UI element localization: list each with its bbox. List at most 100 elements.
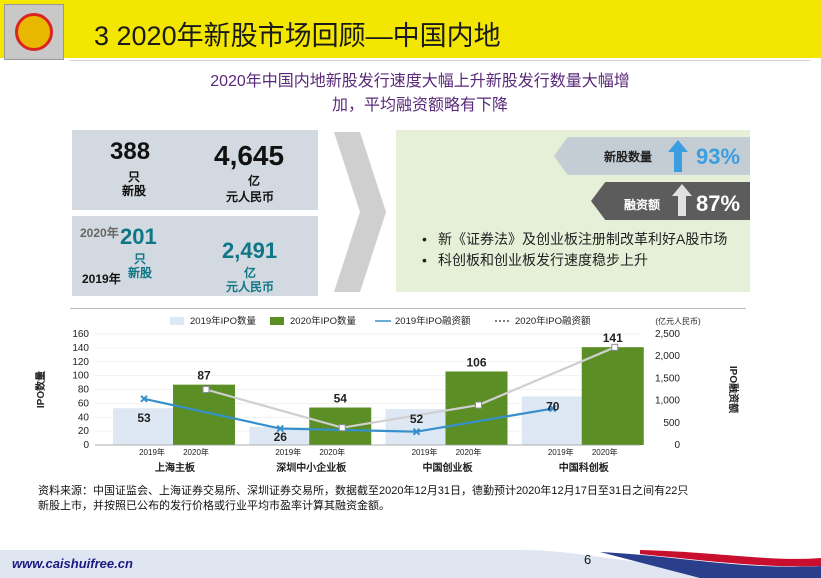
y-tick-label: 160 [72,329,89,340]
stats-2019-year-2019: 2019年 [82,272,121,286]
stats-2019-year-2020: 2020年 [80,226,119,240]
bar-value-label: 53 [137,411,151,425]
stats-2019-count-label: 新股 [128,266,153,280]
stats-2020-amount: 4,645 [214,140,285,171]
y-tick-label: 40 [78,412,90,423]
stats-2019-box: 2020年 2019年 201 只 新股 2,491 亿 元人民币 [72,216,318,296]
bullet-item: 新《证券法》及创业板注册制改革利好A股市场 [420,230,740,249]
chevron-right-icon [334,132,386,292]
bar-2020 [581,347,644,445]
x-year-label: 2019年 [548,447,574,457]
legend-label: 2020年IPO数量 [290,315,356,327]
y-tick-label: 60 [78,398,90,409]
section-divider [70,308,746,309]
bar-value-label: 54 [334,392,348,406]
arrow-up-icon [672,184,692,216]
bar-2019 [113,408,175,445]
bar-value-label: 141 [603,331,623,345]
bullet-item: 科创板和创业板发行速度稳步上升 [420,251,740,270]
bar-value-label: 87 [197,369,211,383]
stats-2020-count-unit: 只 [128,170,141,184]
y-right-tick-label: 2,500 [655,329,680,340]
stats-2019-amount-label: 元人民币 [226,280,275,294]
x-category-label: 中国创业板 [423,461,474,474]
source-note: 资料来源：中国证监会、上海证券交易所、深圳证券交易所，数据截至2020年12月3… [38,484,778,514]
y-tick-label: 100 [72,371,89,382]
logo [4,4,64,60]
bar-value-label: 106 [466,355,486,369]
y-tick-label: 0 [83,440,89,451]
line-point-2019 [276,424,284,433]
chart-legend: 2019年IPO数量 2020年IPO数量 2019年IPO融资额 2020年IPO融… [170,315,591,327]
x-year-label: 2019年 [139,447,165,457]
chart-lines [140,343,619,436]
y-tick-label: 20 [78,426,90,437]
header-bar: 3 2020年新股市场回顾—中国内地 [0,0,821,60]
stats-2019-count-unit: 只 [134,252,147,266]
funds-growth-value: 87% [696,191,741,216]
y-right-tick-label: 500 [663,418,680,429]
legend-label: 2019年IPO融资额 [395,315,471,327]
y-right-tick-label: 1,000 [655,396,680,407]
stats-2020-box: 388 只 新股 4,645 亿 元人民币 [72,130,318,210]
bar-2019 [521,396,584,445]
bar-value-label: 70 [546,399,560,413]
ipo-count-growth-label: 新股数量 [604,150,653,164]
chart-axes: 0 20 40 60 80 100 120 140 160 0 500 1,000 1,500 2,000… [34,316,740,451]
subtitle: 2020年中国内地新股发行速度大幅上升新股发行数量大幅增 加，平均融资额略有下降 [140,70,700,118]
subtitle-line-1: 2020年中国内地新股发行速度大幅上升新股发行数量大幅增 [210,73,630,90]
bar-value-label: 52 [410,412,424,426]
line-point-2020 [611,343,619,351]
footer-url[interactable]: www.caishuifree.cn [12,556,133,571]
funds-growth-banner [591,182,750,220]
y-tick-label: 120 [72,357,89,368]
y-right-tick-label: 2,000 [655,351,680,362]
line-point-2020 [202,386,210,393]
stats-2020-amount-unit: 亿 [248,174,261,188]
ipo-chart: 2019年IPO数量 2020年IPO数量 2019年IPO融资额 2020年IPO融… [34,315,740,474]
y-right-axis-title: IPO融资额 [727,366,740,413]
legend-swatch [170,317,184,325]
line-point-2019 [412,427,421,436]
y-right-unit: (亿元人民币) [655,316,701,326]
stats-2019-amount: 2,491 [222,238,278,263]
logo-emblem-icon [15,13,53,51]
source-line-1: 资料来源：中国证监会、上海证券交易所、深圳证券交易所，数据截至2020年12月3… [38,485,689,497]
stats-2019-count: 201 [120,224,157,249]
line-point-2020 [338,424,346,432]
stats-2019-amount-unit: 亿 [244,266,257,280]
line-2020-funds [205,346,616,429]
bullet-list: 新《证券法》及创业板注册制改革利好A股市场 科创板和创业板发行速度稳步上升 [420,230,740,272]
x-category-label: 中国科创板 [559,461,610,474]
line-point-2019 [140,395,148,403]
footer-band [0,550,821,578]
x-year-label: 2020年 [183,447,209,457]
stats-2020-count-label: 新股 [122,184,147,198]
x-year-label: 2020年 [592,447,618,457]
legend-label: 2020年IPO融资额 [515,315,591,327]
x-category-label: 深圳中小企业板 [276,461,347,474]
y-axis-title: IPO数量 [34,371,47,408]
y-tick-label: 140 [72,343,89,354]
source-line-2: 新股上市，并按照已公布的发行价格或行业平均市盈率计算其融资金额。 [38,500,390,512]
y-tick-label: 80 [78,385,90,396]
ipo-count-growth-banner [554,137,750,175]
header-divider [70,60,810,61]
x-year-label: 2019年 [412,447,438,457]
x-year-label: 2020年 [319,447,345,457]
subtitle-line-2: 加，平均融资额略有下降 [331,97,508,114]
ipo-count-growth-value: 93% [696,144,741,169]
legend-swatch [270,317,284,325]
bar-value-label: 26 [274,430,288,444]
line-point-2020 [475,401,482,409]
line-point-2019 [549,404,557,413]
page-title: 3 2020年新股市场回顾—中国内地 [94,21,501,51]
y-right-tick-label: 1,500 [655,373,680,384]
x-year-label: 2019年 [275,447,301,457]
line-2019-funds [143,397,553,433]
stats-2020-amount-label: 元人民币 [226,190,275,204]
x-category-label: 上海主板 [155,461,196,474]
x-year-label: 2020年 [456,447,482,457]
arrow-up-icon [668,140,688,172]
